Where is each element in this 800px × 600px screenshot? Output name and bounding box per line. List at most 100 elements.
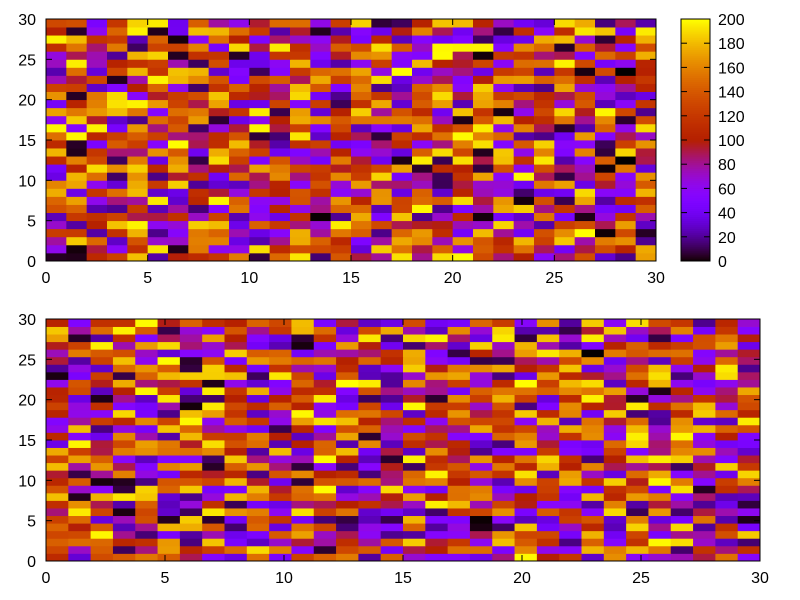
- bottom-heatmap-cell: [603, 326, 627, 335]
- bottom-heatmap-cell: [626, 417, 649, 426]
- top-heatmap-cell: [534, 252, 555, 262]
- top-heatmap-cell: [574, 172, 596, 181]
- colorbar-segment: [681, 67, 710, 70]
- bottom-heatmap-cell: [603, 379, 627, 388]
- top-heatmap-cell: [391, 188, 413, 197]
- top-heatmap-cell: [168, 123, 189, 133]
- bottom-heatmap-cell: [737, 387, 761, 396]
- bottom-heatmap-cell: [559, 477, 582, 486]
- top-heatmap-cell: [432, 59, 454, 68]
- bottom-heatmap-cell: [313, 462, 337, 471]
- top-heatmap-cell: [269, 59, 291, 68]
- bottom-heatmap-cell: [224, 334, 248, 343]
- bottom-heatmap-cell: [737, 349, 761, 358]
- bottom-heatmap-cell: [536, 417, 560, 426]
- colorbar-segment: [681, 192, 710, 195]
- top-heatmap-cell: [635, 188, 657, 197]
- top-heatmap-cell: [208, 19, 230, 28]
- bottom-heatmap-cell: [447, 485, 471, 494]
- bottom-heatmap-cell: [358, 319, 382, 327]
- bottom-heatmap-cell: [469, 432, 493, 441]
- top-heatmap-cell: [86, 123, 108, 133]
- top-heatmap-cell: [635, 91, 657, 101]
- bottom-heatmap-cell: [90, 417, 114, 426]
- top-heatmap-cell: [208, 115, 230, 125]
- bottom-heatmap-cell: [648, 515, 672, 524]
- bottom-heatmap-cell: [269, 424, 292, 433]
- top-heatmap-cell: [310, 115, 332, 125]
- top-heatmap-cell: [188, 236, 210, 246]
- bottom-heatmap-cell: [179, 470, 203, 479]
- bottom-heatmap-cell: [737, 364, 761, 373]
- top-heatmap-cell: [147, 123, 169, 133]
- top-heatmap-cell: [513, 83, 535, 92]
- bottom-heatmap-cell: [670, 349, 694, 358]
- colorbar-segment: [681, 47, 710, 50]
- bottom-heatmap-cell: [559, 523, 582, 532]
- top-heatmap-cell: [86, 212, 108, 222]
- top-heatmap-cell: [107, 51, 128, 60]
- top-heatmap-cell: [452, 212, 474, 222]
- bottom-heatmap-cell: [715, 356, 739, 365]
- top-heatmap-cell: [310, 196, 332, 205]
- top-heatmap-cell: [310, 67, 332, 76]
- bottom-heatmap-cell: [313, 394, 337, 403]
- bottom-heatmap-cell: [670, 545, 694, 554]
- bottom-heatmap-cell: [403, 409, 426, 418]
- top-heatmap-cell: [574, 99, 596, 109]
- top-heatmap-cell: [46, 188, 67, 197]
- bottom-heatmap-cell: [492, 440, 515, 448]
- top-heatmap-cell: [229, 212, 250, 222]
- bottom-heatmap-cell: [693, 341, 716, 350]
- top-heatmap-cell: [493, 188, 515, 197]
- top-heatmap-cell: [208, 131, 230, 141]
- top-heatmap-cell: [615, 204, 637, 213]
- bottom-heatmap-cell: [336, 447, 359, 456]
- bottom-heatmap-cell: [447, 364, 471, 373]
- bottom-heatmap-cell: [648, 500, 672, 509]
- top-heatmap-cell: [534, 156, 555, 165]
- top-heatmap-cell: [46, 83, 67, 92]
- bottom-heatmap-cell: [358, 508, 382, 517]
- top-heatmap-cell: [46, 75, 67, 84]
- bottom-heatmap-cell: [269, 364, 292, 373]
- colorbar-segment: [681, 180, 710, 183]
- bottom-heatmap-cell: [693, 485, 716, 494]
- top-heatmap-cell: [229, 164, 250, 173]
- top-heatmap-cell: [554, 107, 576, 117]
- colorbar-segment: [681, 220, 710, 224]
- top-heatmap-cell: [391, 204, 413, 213]
- bottom-heatmap-cell: [670, 409, 694, 418]
- top-heatmap-cell: [595, 67, 616, 76]
- top-heatmap-cell: [208, 140, 230, 149]
- top-heatmap-cell: [351, 196, 372, 205]
- bottom-heatmap-cell: [68, 523, 92, 532]
- bottom-heatmap-cell: [135, 485, 158, 494]
- top-heatmap-cell: [595, 131, 616, 141]
- bottom-heatmap-cell: [246, 508, 270, 517]
- bottom-heatmap-cell: [670, 394, 694, 403]
- top-heatmap-cell: [46, 172, 67, 181]
- top-heatmap-cell: [107, 244, 128, 254]
- bottom-heatmap-cell: [737, 462, 761, 471]
- top-heatmap-cell: [534, 99, 555, 109]
- bottom-heatmap-cell: [425, 440, 449, 448]
- top-heatmap-cell: [147, 27, 169, 36]
- bottom-heatmap-cell: [715, 500, 739, 509]
- bottom-heatmap-y-tick-label: 0: [27, 554, 36, 571]
- top-heatmap-cell: [107, 115, 128, 125]
- bottom-heatmap-cell: [715, 326, 739, 335]
- bottom-heatmap-cell: [135, 356, 158, 365]
- top-heatmap-cell: [107, 131, 128, 141]
- bottom-heatmap-cell: [380, 515, 404, 524]
- colorbar-segment: [681, 164, 710, 167]
- bottom-heatmap-cell: [626, 402, 649, 411]
- colorbar-segment: [681, 97, 710, 101]
- top-heatmap-cell: [371, 156, 393, 165]
- top-heatmap-cell: [493, 212, 515, 222]
- bottom-heatmap-cell: [469, 523, 493, 532]
- top-heatmap-cell: [188, 220, 210, 230]
- top-heatmap-cell: [269, 131, 291, 141]
- bottom-heatmap-cell: [224, 341, 248, 350]
- top-heatmap-cell: [574, 115, 596, 125]
